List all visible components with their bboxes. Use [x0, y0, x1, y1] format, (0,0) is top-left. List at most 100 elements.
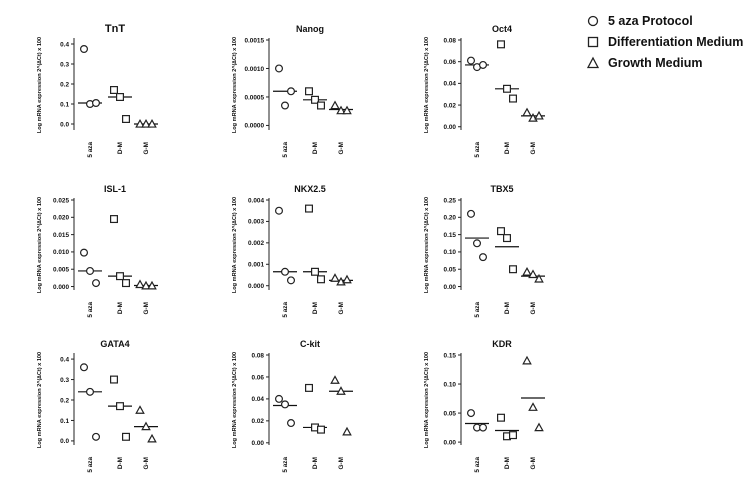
data-point-circle	[79, 44, 88, 53]
y-axis-label: Log mRNA expression 2^(∆Ct) x 100	[232, 197, 238, 293]
y-tick-label: 0.2	[60, 81, 69, 88]
legend-item-5-aza: 5 aza Protocol	[586, 10, 754, 31]
y-axis-label: Log mRNA expression 2^(∆Ct) x 100	[232, 37, 238, 133]
y-tick-label: 0.3	[60, 61, 69, 68]
x-tick-label-g-m: G-M	[530, 457, 537, 469]
y-tick-label: 0.08	[444, 37, 457, 44]
x-tick-label-d-m: D-M	[117, 302, 124, 314]
x-tick-label-g-m: G-M	[143, 302, 150, 314]
data-point-circle	[287, 419, 296, 428]
data-point-circle	[281, 101, 290, 110]
data-point-square	[509, 265, 518, 274]
data-point-square	[503, 234, 512, 243]
legend-item-differentiation-medium: Differentiation Medium	[586, 31, 754, 52]
data-point-square	[497, 413, 506, 422]
data-point-square	[305, 87, 314, 96]
data-point-triangle	[342, 105, 352, 115]
panel-title: Nanog	[296, 24, 324, 34]
y-tick-label: 0.15	[444, 352, 457, 359]
y-axis-label: Log mRNA expression 2^(∆Ct) x 100	[37, 352, 43, 448]
data-point-circle	[79, 248, 88, 257]
y-tick-label: 0.0005	[244, 94, 264, 101]
data-point-square	[109, 85, 118, 94]
y-axis-label: Log mRNA expression 2^(∆Ct) x 100	[232, 352, 238, 448]
y-tick-label: 0.004	[248, 197, 264, 204]
data-point-circle	[275, 206, 284, 215]
y-tick-label: 0.05	[444, 410, 457, 417]
data-point-triangle	[342, 426, 352, 436]
data-point-triangle	[534, 422, 544, 432]
data-point-circle	[467, 409, 476, 418]
data-point-triangle	[522, 107, 532, 117]
data-point-circle	[479, 253, 488, 262]
data-point-circle	[91, 279, 100, 288]
x-tick-label-5-aza: 5 aza	[87, 302, 94, 318]
x-tick-label-d-m: D-M	[312, 142, 319, 154]
data-point-circle	[91, 432, 100, 441]
data-point-square	[109, 375, 118, 384]
y-tick-label: 0.2	[60, 397, 69, 404]
data-point-square	[121, 114, 130, 123]
data-point-square	[497, 227, 506, 236]
y-tick-label: 0.0	[60, 121, 69, 128]
data-point-triangle	[330, 100, 340, 110]
data-point-triangle	[147, 118, 157, 128]
y-tick-label: 0.3	[60, 377, 69, 384]
y-tick-label: 0.010	[53, 249, 69, 256]
square-marker-icon	[587, 36, 599, 47]
data-point-square	[497, 40, 506, 49]
y-tick-label: 0.00	[444, 439, 457, 446]
panel-c-kit: C-kit Log mRNA expression 2^(∆Ct) x 100 0.…	[232, 339, 353, 473]
data-point-triangle	[330, 375, 340, 384]
y-tick-label: 0.00	[252, 440, 265, 447]
y-axis-label: Log mRNA expression 2^(∆Ct) x 100	[424, 352, 430, 448]
x-tick-label-5-aza: 5 aza	[474, 457, 481, 473]
y-tick-label: 0.00	[444, 284, 457, 291]
y-tick-label: 0.4	[60, 41, 69, 48]
data-point-square	[311, 95, 320, 104]
data-point-circle	[91, 98, 100, 107]
data-point-triangle	[141, 280, 151, 290]
data-point-triangle	[336, 105, 346, 115]
panel-isl-1: ISL-1 Log mRNA expression 2^(∆Ct) x 100 0.…	[37, 184, 158, 318]
data-point-circle	[479, 60, 488, 69]
legend-label: Growth Medium	[608, 55, 703, 70]
x-tick-label-5-aza: 5 aza	[282, 302, 289, 318]
data-point-triangle	[528, 269, 538, 279]
x-tick-label-d-m: D-M	[312, 302, 319, 314]
y-tick-label: 0.25	[444, 197, 457, 204]
data-point-square	[121, 279, 130, 288]
data-point-circle	[281, 400, 290, 409]
y-tick-label: 0.02	[444, 102, 457, 109]
x-tick-label-5-aza: 5 aza	[87, 142, 94, 158]
data-point-circle	[473, 239, 482, 248]
y-tick-label: 0.10	[444, 381, 457, 388]
y-tick-label: 0.002	[248, 240, 264, 247]
panel-oct4: Oct4 Log mRNA expression 2^(∆Ct) x 100 0.0…	[424, 24, 545, 158]
y-tick-label: 0.06	[252, 374, 265, 381]
data-point-square	[317, 101, 326, 110]
x-tick-label-5-aza: 5 aza	[87, 457, 94, 473]
y-tick-label: 0.20	[444, 215, 457, 222]
data-point-square	[115, 92, 124, 101]
panel-title: TnT	[105, 23, 125, 35]
y-tick-label: 0.1	[60, 101, 69, 108]
data-point-triangle	[528, 402, 538, 411]
x-tick-label-d-m: D-M	[312, 457, 319, 469]
data-point-square	[311, 267, 320, 276]
y-tick-label: 0.000	[248, 283, 264, 290]
legend-label: 5 aza Protocol	[608, 13, 693, 28]
legend: 5 aza Protocol Differentiation Medium Gr…	[586, 10, 754, 73]
legend-item-growth-medium: Growth Medium	[586, 52, 754, 73]
data-point-triangle	[534, 110, 544, 120]
data-point-square	[509, 431, 518, 440]
data-point-square	[115, 402, 124, 411]
y-tick-label: 0.06	[444, 59, 457, 66]
panel-title: NKX2.5	[294, 184, 326, 194]
data-point-circle	[275, 394, 284, 403]
x-tick-label-5-aza: 5 aza	[282, 457, 289, 473]
data-point-square	[305, 383, 314, 392]
data-point-triangle	[522, 266, 532, 276]
y-axis-label: Log mRNA expression 2^(∆Ct) x 100	[37, 37, 43, 133]
